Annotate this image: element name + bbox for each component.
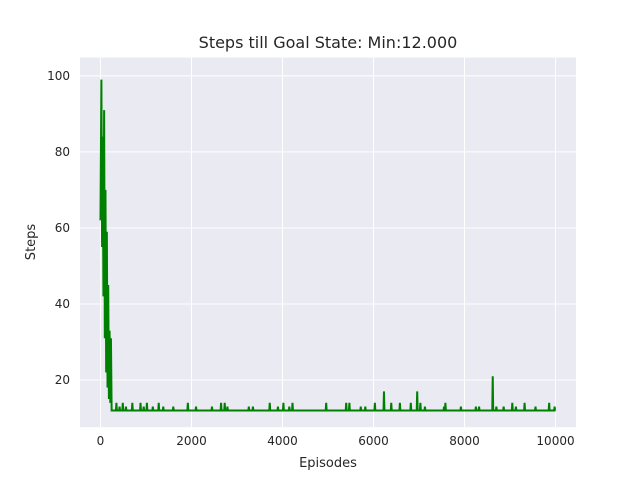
x-tick-label: 2000 (176, 434, 207, 448)
y-tick-label: 20 (55, 373, 70, 387)
plot-area (80, 57, 576, 428)
x-axis-label: Episodes (299, 456, 357, 471)
x-tick-label: 8000 (449, 434, 480, 448)
y-tick-label: 100 (47, 69, 70, 83)
tick-labels: 0 2000 4000 6000 8000 10000 20 40 60 80 100 (47, 69, 575, 448)
x-tick-label: 4000 (267, 434, 298, 448)
grid (80, 57, 576, 428)
x-tick-label: 0 (97, 434, 105, 448)
chart-title: Steps till Goal State: Min:12.000 (199, 33, 458, 52)
x-tick-label: 10000 (536, 434, 574, 448)
series-layer (99, 79, 557, 412)
y-axis-label: Steps (24, 224, 39, 261)
y-tick-label: 80 (55, 145, 70, 159)
x-tick-label: 6000 (358, 434, 389, 448)
y-tick-label: 60 (55, 221, 70, 235)
steps-series-line (99, 79, 557, 412)
y-tick-label: 40 (55, 297, 70, 311)
